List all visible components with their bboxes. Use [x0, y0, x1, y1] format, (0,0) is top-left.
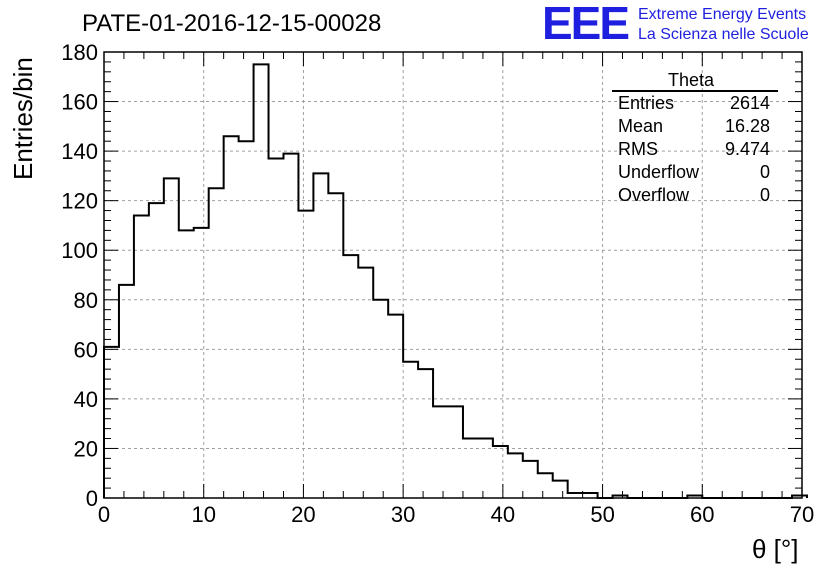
- x-tick-label: 30: [391, 502, 415, 527]
- logo-line-1: Extreme Energy Events: [638, 6, 807, 23]
- y-tick-label: 180: [61, 40, 98, 65]
- y-tick-label: 80: [74, 288, 98, 313]
- y-tick-label: 140: [61, 139, 98, 164]
- x-tick-label: 50: [590, 502, 614, 527]
- stats-row-rms: RMS 9.474: [618, 139, 770, 160]
- x-tick-label: 60: [690, 502, 714, 527]
- stats-value: 0: [759, 162, 770, 182]
- y-tick-label: 100: [61, 238, 98, 263]
- logo-line-2: La Scienza nelle Scuole: [638, 26, 809, 43]
- stats-label: RMS: [618, 139, 658, 159]
- x-tick-label: 10: [191, 502, 215, 527]
- stats-label: Underflow: [618, 162, 700, 182]
- stats-value: 2614: [729, 93, 770, 113]
- x-tick-label: 20: [291, 502, 315, 527]
- stats-value: 9.474: [724, 139, 770, 159]
- y-tick-label: 0: [86, 486, 98, 511]
- stats-title: Theta: [668, 70, 715, 90]
- stats-label: Overflow: [618, 185, 690, 205]
- stats-row-underflow: Underflow 0: [618, 162, 770, 183]
- stats-label: Entries: [618, 93, 675, 113]
- stats-row-overflow: Overflow 0: [618, 185, 770, 206]
- eee-logo: EEE: [542, 0, 630, 49]
- stats-value: 0: [759, 185, 770, 205]
- stats-row-mean: Mean 16.28: [618, 116, 770, 137]
- x-tick-label: 40: [491, 502, 515, 527]
- y-tick-label: 40: [74, 387, 98, 412]
- y-tick-label: 60: [74, 337, 98, 362]
- stats-divider: [612, 90, 778, 92]
- y-tick-label: 160: [61, 90, 98, 115]
- stats-label: Mean: [618, 116, 664, 136]
- y-tick-label: 120: [61, 189, 98, 214]
- x-tick-label: 0: [98, 502, 110, 527]
- stats-row-entries: Entries 2614: [618, 93, 770, 114]
- x-tick-label: 70: [790, 502, 814, 527]
- stats-value: 16.28: [724, 116, 770, 136]
- chart-title: PATE-01-2016-12-15-00028: [82, 10, 382, 37]
- y-tick-label: 20: [74, 436, 98, 461]
- x-axis-label: θ [°]: [752, 534, 799, 564]
- y-axis-label: Entries/bin: [8, 57, 38, 180]
- plot-frame: [103, 51, 803, 499]
